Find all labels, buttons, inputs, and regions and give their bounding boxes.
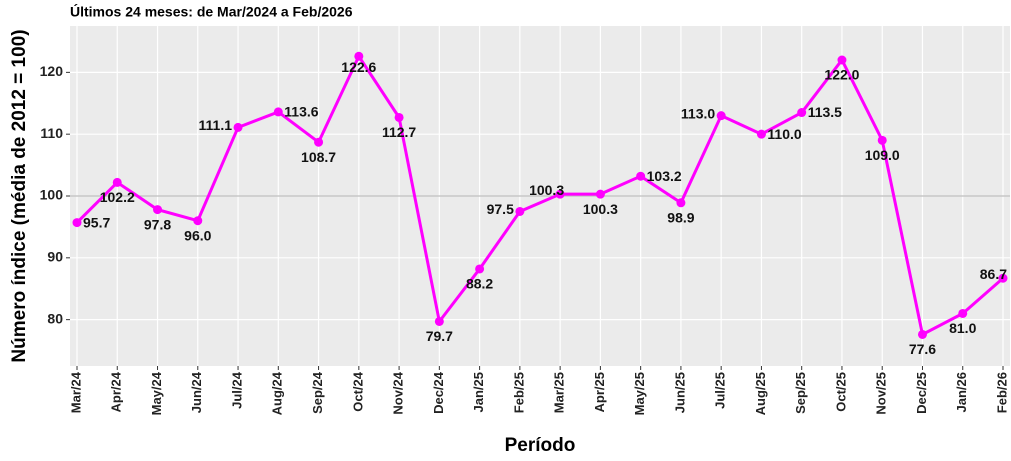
data-point bbox=[354, 51, 364, 61]
data-point bbox=[112, 177, 122, 187]
x-tick-label: Aug/25 bbox=[753, 372, 768, 415]
data-point bbox=[595, 189, 605, 199]
x-tick-label: Jan/25 bbox=[471, 372, 486, 412]
y-tick-label: 110 bbox=[40, 125, 63, 141]
x-tick-label: Sep/24 bbox=[310, 371, 325, 414]
data-point bbox=[475, 264, 485, 274]
x-tick-label: Oct/25 bbox=[833, 372, 848, 412]
data-label: 122.0 bbox=[824, 67, 859, 83]
x-axis-label: Período bbox=[505, 435, 576, 456]
data-point bbox=[273, 107, 283, 117]
x-tick-label: Sep/25 bbox=[793, 372, 808, 414]
x-tick-label: Nov/25 bbox=[874, 372, 889, 415]
x-tick-label: Nov/24 bbox=[391, 371, 406, 414]
y-axis-label: Número índice (média de 2012 = 100) bbox=[9, 29, 30, 362]
data-label: 88.2 bbox=[466, 276, 493, 292]
data-label: 97.5 bbox=[487, 201, 514, 217]
data-label: 86.7 bbox=[980, 266, 1007, 282]
data-point bbox=[515, 206, 525, 216]
data-label: 100.3 bbox=[529, 182, 564, 198]
x-tick-label: Mar/24 bbox=[68, 371, 83, 413]
y-tick-label: 120 bbox=[40, 63, 64, 79]
data-point bbox=[314, 137, 324, 147]
data-point bbox=[233, 122, 243, 132]
data-label: 113.5 bbox=[808, 104, 842, 120]
x-tick-label: Jul/24 bbox=[229, 371, 244, 409]
y-tick-label: 100 bbox=[40, 187, 64, 203]
data-point bbox=[797, 108, 807, 118]
data-point bbox=[193, 216, 203, 226]
x-tick-label: Feb/26 bbox=[994, 372, 1009, 413]
x-tick-label: Apr/24 bbox=[109, 371, 124, 412]
data-point bbox=[716, 111, 726, 121]
x-tick-label: Dec/24 bbox=[431, 371, 446, 414]
data-label: 77.6 bbox=[909, 341, 936, 357]
data-label: 110.0 bbox=[767, 126, 801, 142]
data-label: 102.2 bbox=[100, 189, 135, 205]
data-point bbox=[72, 218, 82, 228]
x-tick-label: Jan/26 bbox=[954, 372, 969, 412]
x-tick-label: Apr/25 bbox=[592, 372, 607, 412]
data-point bbox=[434, 316, 444, 326]
data-label: 96.0 bbox=[184, 227, 211, 243]
data-label: 98.9 bbox=[667, 210, 694, 226]
data-point bbox=[676, 198, 686, 208]
data-label: 108.7 bbox=[301, 149, 336, 165]
data-label: 113.6 bbox=[284, 104, 318, 120]
x-tick-label: May/24 bbox=[149, 371, 164, 415]
data-label: 103.2 bbox=[647, 168, 682, 184]
data-label: 111.1 bbox=[199, 117, 233, 133]
data-label: 122.6 bbox=[341, 59, 376, 75]
data-label: 100.3 bbox=[583, 201, 618, 217]
x-tick-label: Jun/25 bbox=[672, 372, 687, 413]
data-label: 81.0 bbox=[949, 320, 976, 336]
chart-title: Últimos 24 meses: de Mar/2024 a Feb/2026 bbox=[70, 3, 353, 20]
data-label: 113.0 bbox=[681, 105, 715, 121]
data-point bbox=[958, 308, 968, 318]
x-tick-label: Jun/24 bbox=[189, 371, 204, 413]
x-tick-label: Jul/25 bbox=[713, 372, 728, 409]
y-tick-label: 90 bbox=[47, 249, 63, 265]
data-label: 112.7 bbox=[382, 124, 416, 140]
data-point bbox=[394, 112, 404, 122]
data-label: 97.8 bbox=[144, 216, 171, 232]
data-label: 109.0 bbox=[865, 147, 900, 163]
x-tick-label: Aug/24 bbox=[270, 371, 285, 415]
data-point bbox=[917, 329, 927, 339]
data-label: 79.7 bbox=[426, 328, 453, 344]
x-tick-label: Dec/25 bbox=[914, 372, 929, 414]
data-point bbox=[877, 135, 887, 145]
x-tick-label: Oct/24 bbox=[350, 371, 365, 412]
data-label: 95.7 bbox=[83, 214, 110, 230]
x-tick-label: Mar/25 bbox=[552, 372, 567, 413]
data-point bbox=[756, 129, 766, 139]
data-point bbox=[636, 171, 646, 181]
data-point bbox=[153, 205, 163, 215]
x-tick-label: May/25 bbox=[632, 372, 647, 415]
y-tick-label: 80 bbox=[47, 310, 63, 326]
data-line bbox=[75, 53, 1004, 337]
data-point bbox=[998, 273, 1008, 283]
data-point bbox=[837, 55, 847, 65]
x-tick-label: Feb/25 bbox=[511, 372, 526, 413]
data-point bbox=[555, 189, 565, 199]
